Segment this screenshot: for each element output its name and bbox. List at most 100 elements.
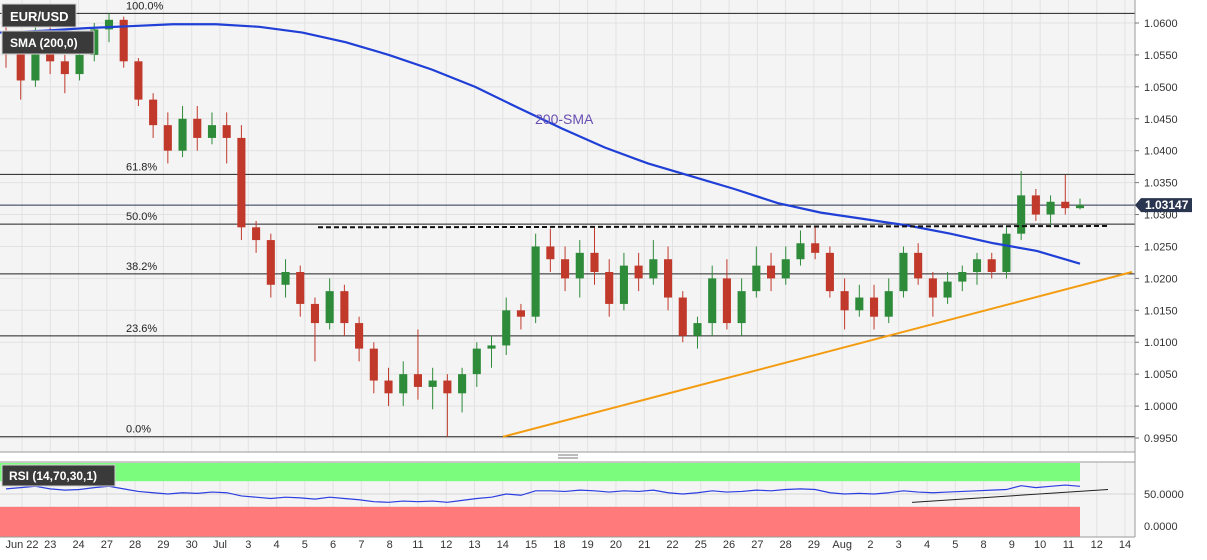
x-tick-label: 12 — [440, 539, 452, 551]
candle-body — [605, 272, 614, 304]
fibonacci-label: 61.8% — [126, 161, 157, 173]
x-tick-label: 2 — [867, 539, 873, 551]
candle-body — [737, 291, 746, 324]
candle-body — [752, 265, 761, 292]
candle-body — [149, 99, 158, 126]
candle-body — [781, 259, 790, 279]
x-tick-label: Jun 22 — [5, 539, 38, 551]
candle-body — [899, 252, 908, 292]
fibonacci-label: 23.6% — [126, 323, 157, 335]
fibonacci-label: 100.0% — [126, 0, 164, 12]
candle-body — [193, 118, 202, 138]
candle-body — [928, 278, 937, 298]
symbol-label-box: EUR/USD — [1, 3, 77, 28]
candle-body — [413, 374, 422, 387]
rsi-layer — [0, 463, 1135, 537]
candle-body — [664, 259, 673, 298]
x-tick-label: 8 — [981, 539, 987, 551]
y-tick-label: 1.0050 — [1144, 369, 1178, 381]
x-tick-label: 3 — [245, 539, 251, 551]
x-tick-label: 4 — [273, 539, 279, 551]
x-tick-label: 23 — [44, 539, 56, 551]
candle-body — [104, 19, 114, 30]
x-tick-label: 6 — [330, 539, 336, 551]
x-tick-label: 27 — [751, 539, 763, 551]
rsi-label: RSI (14,70,30,1) — [9, 469, 97, 483]
right-axis-background — [1135, 0, 1207, 555]
candle-body — [796, 243, 805, 260]
x-tick-label: 3 — [896, 539, 902, 551]
rsi-overbought-zone — [0, 463, 1080, 482]
candle-body — [325, 291, 334, 324]
candle-body — [119, 19, 128, 62]
rsi-line — [5, 484, 1081, 503]
candle-body — [443, 380, 452, 394]
panel-splitter-handle[interactable] — [558, 454, 578, 459]
sma-200-line — [0, 23, 1081, 265]
fibonacci-label: 38.2% — [126, 261, 157, 273]
x-tick-label: 18 — [553, 539, 565, 551]
x-tick-label: 28 — [779, 539, 791, 551]
support-trendline — [502, 271, 1133, 438]
candle-body — [869, 297, 879, 317]
resistance-dashed-line — [317, 225, 1109, 229]
candle-body — [428, 380, 437, 387]
candle-body — [310, 303, 320, 324]
x-tick-label: 14 — [497, 539, 509, 551]
candle-body — [634, 265, 643, 279]
candle-body — [766, 265, 776, 279]
rsi-label-box: RSI (14,70,30,1) — [1, 464, 116, 487]
candle-body — [958, 272, 967, 282]
x-tick-label: 13 — [468, 539, 480, 551]
x-tick-label: 20 — [610, 539, 622, 551]
candle-body — [987, 259, 996, 272]
y-tick-label: 1.0400 — [1144, 146, 1178, 158]
y-tick-label: 1.0550 — [1144, 50, 1178, 62]
x-tick-label: 5 — [302, 539, 308, 551]
candle-body — [16, 48, 25, 81]
x-tick-label: 19 — [582, 539, 594, 551]
x-tick-label: 8 — [387, 539, 393, 551]
candle-body — [1061, 201, 1070, 209]
x-tick-label: 11 — [1063, 539, 1074, 551]
x-tick-label: 21 — [638, 539, 650, 551]
line-layer — [0, 23, 1133, 438]
rsi-y-tick-label: 50.0000 — [1144, 489, 1184, 501]
y-tick-label: 1.0500 — [1144, 82, 1178, 94]
candle-body — [472, 348, 481, 375]
x-tick-label: 24 — [72, 539, 84, 551]
candle-body — [619, 265, 628, 304]
axis-layer: 1.0600 1.0550 1.0500 1.0450 1.0400 1.0350 1.03… — [0, 0, 1184, 551]
candle-body — [399, 374, 408, 394]
candle-body — [1031, 195, 1040, 215]
x-tick-label: 5 — [952, 539, 958, 551]
candle-body — [708, 278, 717, 324]
candle-body — [825, 252, 834, 292]
x-tick-label: 9 — [1009, 539, 1015, 551]
rsi-trendline — [911, 489, 1109, 503]
candle-body — [884, 291, 893, 317]
symbol-label: EUR/USD — [10, 9, 69, 24]
candle-body — [60, 61, 69, 75]
y-tick-label: 1.0450 — [1144, 114, 1178, 126]
x-tick-label: 26 — [723, 539, 735, 551]
candle-body — [355, 323, 364, 349]
candle-body — [972, 259, 982, 272]
candle-body — [590, 252, 599, 272]
x-tick-label: 4 — [924, 539, 930, 551]
x-tick-label: 11 — [412, 539, 423, 551]
x-tick-label: 29 — [808, 539, 820, 551]
candle-body — [252, 227, 261, 241]
candle-body — [693, 323, 702, 336]
x-axis-background — [0, 537, 1135, 555]
y-tick-label: 1.0100 — [1144, 337, 1178, 349]
x-tick-label: 14 — [1119, 539, 1131, 551]
candle-body — [1075, 204, 1085, 209]
x-tick-label: 12 — [1091, 539, 1103, 551]
candle-body — [516, 310, 525, 317]
y-tick-label: 1.0300 — [1144, 210, 1178, 222]
x-tick-label: 22 — [666, 539, 678, 551]
candle-body — [384, 380, 393, 394]
candle-body — [369, 348, 378, 381]
